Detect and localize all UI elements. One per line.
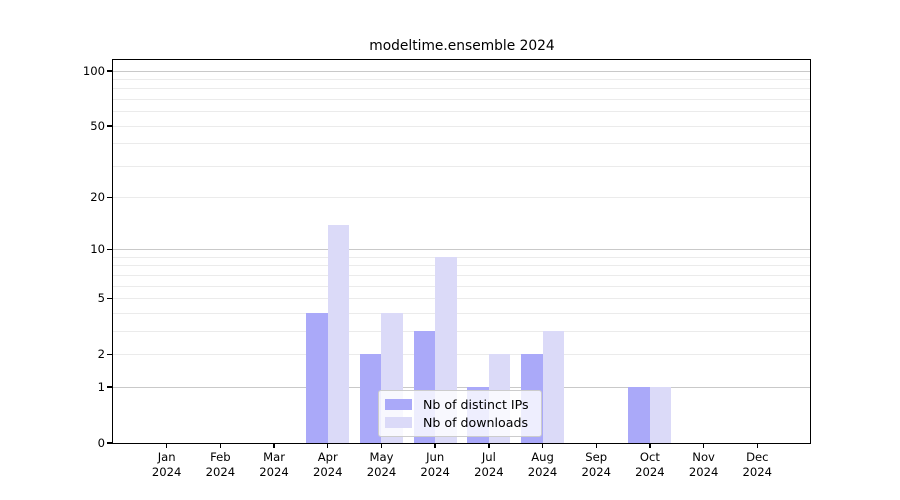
x-axis-tick-label: Apr 2024 — [313, 450, 343, 479]
y-axis-tick-label: 20 — [90, 190, 105, 205]
y-axis-tick-label: 2 — [97, 346, 105, 361]
x-axis-tick-label: Jul 2024 — [474, 450, 504, 479]
y-axis-tick — [107, 196, 112, 199]
gridline-minor — [113, 111, 811, 113]
gridline-minor — [113, 256, 811, 258]
x-axis-tick — [434, 443, 436, 448]
gridline-minor — [113, 274, 811, 276]
x-axis-tick-label: Oct 2024 — [635, 450, 665, 479]
gridline-minor — [113, 285, 811, 287]
x-axis-tick — [273, 443, 275, 448]
y-axis-tick-label: 0 — [97, 435, 105, 450]
gridline-minor — [113, 143, 811, 145]
bar-oct-ips — [628, 387, 650, 443]
x-axis-tick-label: Aug 2024 — [527, 450, 558, 479]
y-axis-tick-label: 5 — [97, 291, 105, 306]
bar-oct-downloads — [649, 387, 672, 443]
gridline-major — [113, 70, 811, 72]
gridline-minor — [113, 165, 811, 167]
gridline-minor — [113, 353, 811, 355]
x-axis-tick — [649, 443, 651, 448]
legend-label-downloads: Nb of downloads — [423, 415, 529, 430]
bar-apr-ips — [306, 313, 328, 443]
gridline-major — [113, 249, 811, 251]
x-axis-tick-label: Mar 2024 — [259, 450, 289, 479]
x-axis-tick-label: May 2024 — [366, 450, 397, 479]
x-axis-tick — [380, 443, 383, 448]
y-axis-tick-label: 50 — [90, 118, 105, 133]
x-axis-tick — [219, 443, 222, 448]
x-axis-tick — [327, 443, 329, 448]
gridline-minor — [113, 197, 811, 199]
x-axis-tick-label: Jan 2024 — [151, 450, 182, 479]
gridline-minor — [113, 78, 811, 80]
gridline-minor — [113, 312, 811, 314]
x-axis-tick-label: Jun 2024 — [420, 450, 450, 479]
chart-title: modeltime.ensemble 2024 — [369, 38, 555, 54]
x-axis-tick — [541, 443, 544, 448]
y-axis-tick — [107, 249, 112, 251]
gridline-major — [113, 386, 811, 388]
legend-item-distinct-ips: Nb of distinct IPs — [385, 396, 534, 413]
x-axis-tick-label: Dec 2024 — [742, 450, 773, 479]
x-axis-tick-label: Feb 2024 — [205, 450, 236, 479]
gridline-minor — [113, 125, 811, 127]
gridline-minor — [113, 330, 811, 332]
legend-label-distinct-ips: Nb of distinct IPs — [423, 397, 529, 412]
y-axis-tick-label: 10 — [90, 242, 105, 257]
bar-apr-downloads — [327, 224, 350, 443]
y-axis-tick — [107, 70, 112, 72]
legend-swatch-downloads-icon — [385, 417, 412, 428]
x-axis-tick — [165, 443, 168, 448]
y-axis-tick — [107, 353, 112, 356]
x-axis-tick — [702, 443, 705, 448]
y-axis-tick — [107, 125, 112, 127]
x-axis-tick-label: Sep 2024 — [581, 450, 611, 479]
gridline-minor — [113, 98, 811, 100]
gridline-minor — [113, 298, 811, 300]
legend-item-downloads: Nb of downloads — [385, 414, 534, 431]
y-axis-tick — [107, 297, 112, 300]
bar-may-ips — [359, 354, 382, 443]
y-axis-tick — [107, 386, 112, 388]
x-axis-tick-label: Nov 2024 — [688, 450, 719, 479]
legend-swatch-distinct-ips-icon — [385, 399, 412, 410]
y-axis-tick-label: 100 — [82, 63, 105, 78]
bar-aug-downloads — [542, 331, 564, 443]
x-axis-tick — [756, 443, 758, 448]
gridline-minor — [113, 88, 811, 90]
x-axis-tick — [595, 443, 597, 448]
gridline-minor — [113, 265, 811, 267]
y-axis-tick — [107, 442, 112, 444]
legend: Nb of distinct IPs Nb of downloads — [378, 390, 542, 437]
y-axis-tick-label: 1 — [97, 379, 105, 394]
x-axis-tick — [488, 443, 490, 448]
